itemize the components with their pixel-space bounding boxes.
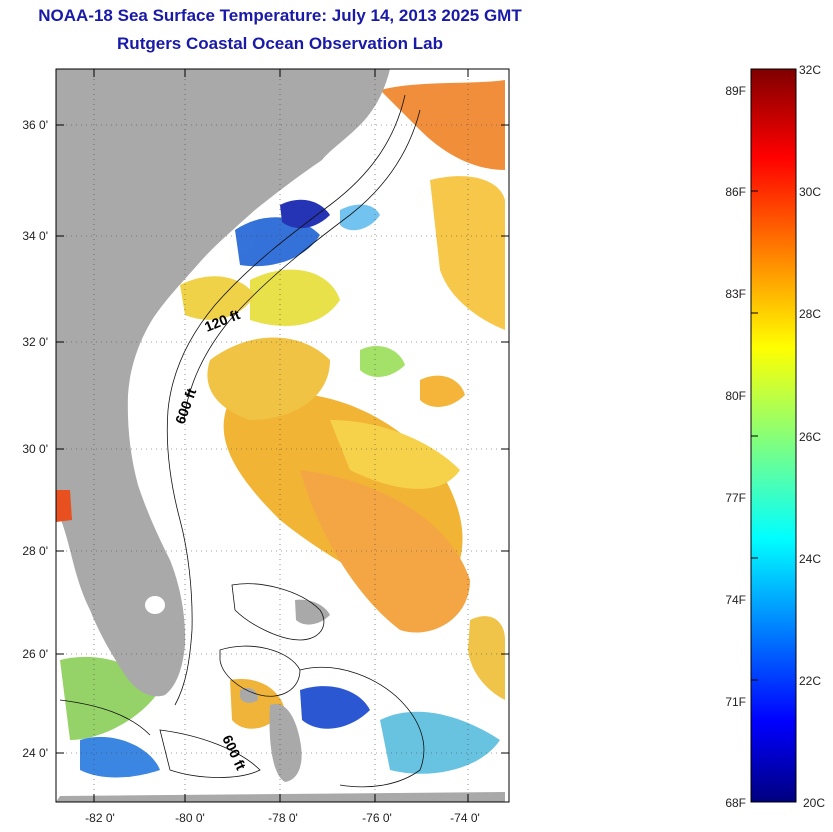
colorbar [750,68,797,803]
colorbar-fahrenheit-label: 68F [725,796,746,810]
longitude-axis: -82 0' -80 0' -78 0' -76 0' -74 0' [85,811,480,825]
lat-label: 34 0' [22,229,48,243]
colorbar-fahrenheit-label: 77F [725,491,746,505]
colorbar-fahrenheit-label: 89F [725,84,746,98]
lat-label: 28 0' [22,544,48,558]
sst-data-layer [60,80,505,778]
lon-label: -82 0' [85,811,115,825]
graticule [56,69,509,802]
lat-label: 32 0' [22,335,48,349]
lat-ticks [56,124,509,754]
colorbar-fahrenheit-label: 83F [725,287,746,301]
colorbar-fahrenheit-label: 74F [725,593,746,607]
map-subtitle: Rutgers Coastal Ocean Observation Lab [117,34,443,53]
lon-label: -78 0' [268,811,298,825]
land-layer [56,69,505,802]
colorbar-ticks [751,190,758,681]
lon-label: -76 0' [362,811,392,825]
lat-label: 24 0' [22,746,48,760]
bathymetry-contours [59,94,425,788]
map-frame [55,68,510,803]
lat-label: 30 0' [22,442,48,456]
lat-label: 26 0' [22,647,48,661]
colorbar-celsius-label: 22C [799,674,821,688]
colorbar-celsius-label: 24C [799,552,821,566]
colorbar-celsius-label: 20C [803,796,825,810]
colorbar-celsius-label: 26C [799,430,821,444]
colorbar-fahrenheit-label: 71F [725,695,746,709]
lon-label: -80 0' [175,811,205,825]
colorbar-celsius-labels: 32C 30C 28C 26C 24C 22C 20C [799,63,825,810]
latitude-axis: 36 0' 34 0' 32 0' 30 0' 28 0' 26 0' 24 0… [22,118,48,760]
colorbar-celsius-label: 32C [799,63,821,77]
lon-label: -74 0' [450,811,480,825]
colorbar-fahrenheit-labels: 89F 86F 83F 80F 77F 74F 71F 68F [725,84,746,810]
colorbar-celsius-label: 28C [799,307,821,321]
colorbar-fahrenheit-label: 80F [725,389,746,403]
lon-ticks [93,69,469,802]
colorbar-fahrenheit-label: 86F [725,185,746,199]
lat-label: 36 0' [22,118,48,132]
colorbar-celsius-label: 30C [799,185,821,199]
map-title: NOAA-18 Sea Surface Temperature: July 14… [38,6,522,25]
